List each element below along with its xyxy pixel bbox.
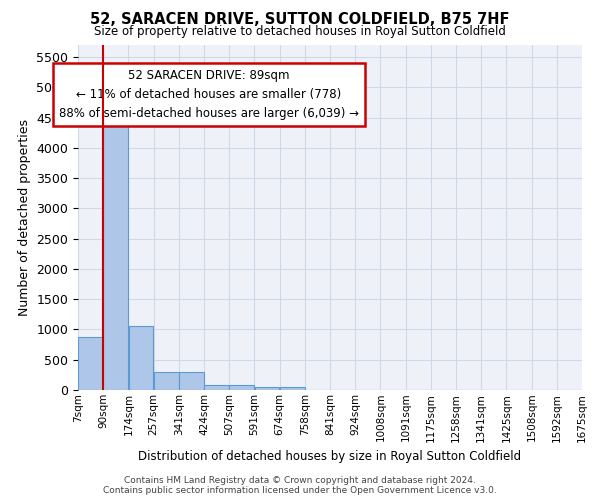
Text: Contains HM Land Registry data © Crown copyright and database right 2024.: Contains HM Land Registry data © Crown c… [124, 476, 476, 485]
Bar [229, 385, 254, 390]
Bar [179, 372, 204, 390]
Text: Size of property relative to detached houses in Royal Sutton Coldfield: Size of property relative to detached ho… [94, 25, 506, 38]
Bar [254, 387, 280, 390]
Y-axis label: Number of detached properties: Number of detached properties [18, 119, 31, 316]
Bar [128, 326, 154, 390]
Bar [103, 113, 128, 390]
Bar [154, 372, 179, 390]
Text: Contains public sector information licensed under the Open Government Licence v3: Contains public sector information licen… [103, 486, 497, 495]
Bar [78, 338, 103, 390]
Text: 52, SARACEN DRIVE, SUTTON COLDFIELD, B75 7HF: 52, SARACEN DRIVE, SUTTON COLDFIELD, B75… [90, 12, 510, 28]
X-axis label: Distribution of detached houses by size in Royal Sutton Coldfield: Distribution of detached houses by size … [139, 450, 521, 463]
Text: 52 SARACEN DRIVE: 89sqm
← 11% of detached houses are smaller (778)
88% of semi-d: 52 SARACEN DRIVE: 89sqm ← 11% of detache… [59, 69, 359, 120]
Bar [204, 385, 229, 390]
Bar [280, 387, 305, 390]
